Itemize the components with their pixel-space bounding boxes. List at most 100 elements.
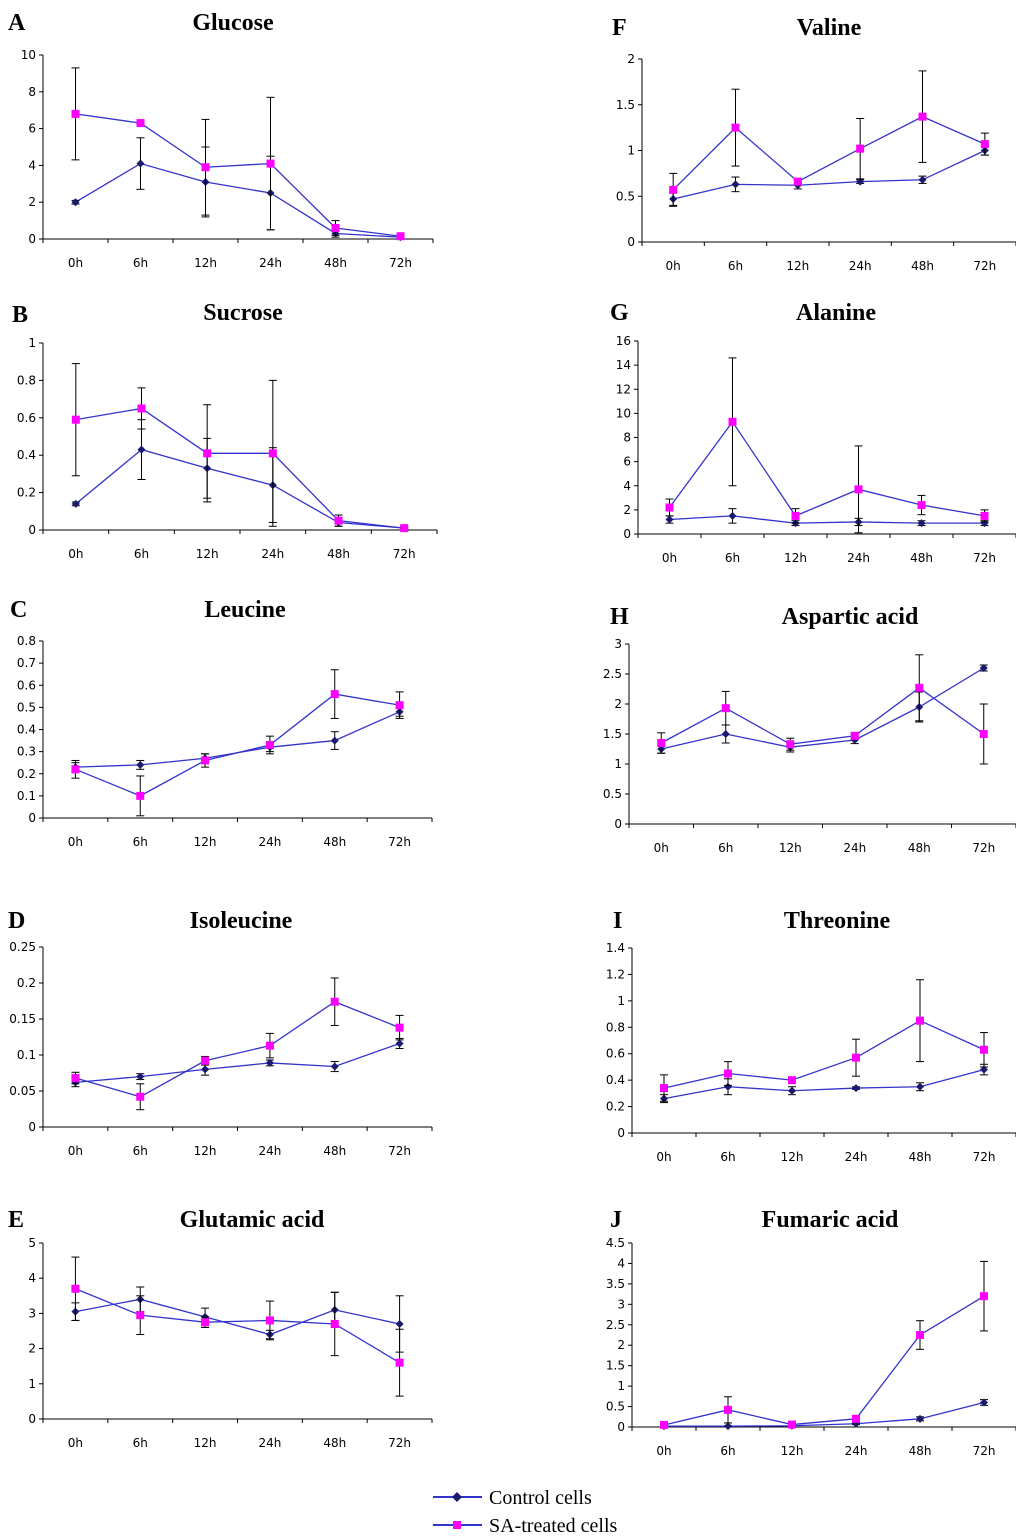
y-tick-label: 3 xyxy=(614,637,622,651)
data-point xyxy=(71,499,80,508)
data-point xyxy=(660,1420,668,1429)
data-point xyxy=(731,123,740,132)
y-tick-label: 0.6 xyxy=(606,1047,625,1061)
y-tick-label: 4 xyxy=(28,158,36,172)
data-point xyxy=(330,736,339,745)
series-line xyxy=(75,711,400,768)
y-tick-label: 0.05 xyxy=(9,1084,36,1098)
data-point xyxy=(71,415,80,424)
x-tick-label: 6h xyxy=(725,551,740,565)
legend-control-label: Control cells xyxy=(489,1487,592,1509)
y-tick-label: 4 xyxy=(28,1271,36,1285)
data-point xyxy=(395,1358,404,1367)
x-tick-label: 48h xyxy=(323,835,346,849)
x-tick-label: 12h xyxy=(781,1150,804,1164)
data-point xyxy=(136,1311,145,1320)
data-point xyxy=(265,1041,274,1050)
y-tick-label: 0.2 xyxy=(17,767,36,781)
series-line xyxy=(663,1068,985,1100)
y-tick-label: 0.5 xyxy=(616,189,635,203)
y-tick-label: 4 xyxy=(617,1256,625,1270)
x-tick-label: 48h xyxy=(324,256,347,270)
y-tick-label: 0.5 xyxy=(606,1400,625,1414)
y-tick-label: 2.5 xyxy=(603,667,622,681)
data-point xyxy=(396,232,405,241)
data-point xyxy=(915,683,924,692)
series-sa-treated xyxy=(660,979,988,1102)
y-tick-label: 1 xyxy=(614,757,622,771)
y-tick-label: 0.8 xyxy=(606,1020,625,1034)
panel-letter: B xyxy=(12,302,28,328)
x-tick-label: 48h xyxy=(323,1144,346,1158)
x-tick-label: 72h xyxy=(389,256,412,270)
y-tick-label: 2 xyxy=(623,503,631,517)
panel-letter: D xyxy=(8,908,25,934)
chart-panel-c: C Leucine 0 0.1 0.2 0.3 0.4 0.5 0.6 0.7 0.8 0h 6h 12h… xyxy=(10,597,433,849)
series-line xyxy=(75,162,401,238)
series-line xyxy=(672,115,986,191)
y-tick-label: 3 xyxy=(28,1306,36,1320)
series-line xyxy=(668,420,985,517)
data-point xyxy=(71,765,80,774)
x-tick-label: 48h xyxy=(909,1150,932,1164)
data-point xyxy=(136,1092,145,1101)
x-tick-label: 72h xyxy=(972,841,995,855)
y-tick-label: 0.1 xyxy=(17,1048,36,1062)
data-point xyxy=(395,701,404,710)
data-point xyxy=(395,1319,404,1328)
data-point xyxy=(980,1398,988,1407)
series-control xyxy=(660,1063,988,1104)
y-tick-label: 10 xyxy=(616,406,631,420)
data-point xyxy=(201,163,210,172)
y-tick-label: 4.5 xyxy=(606,1236,625,1250)
series-sa-treated xyxy=(71,977,404,1111)
x-tick-label: 24h xyxy=(258,835,281,849)
y-tick-label: 0 xyxy=(28,1412,36,1426)
y-tick-label: 5 xyxy=(28,1236,36,1250)
series-line xyxy=(661,667,985,750)
chart-panel-h: H Aspartic acid 0 0.5 1 1.5 2 2.5 3 0h 6h 12h 24h 48h… xyxy=(603,604,1016,855)
series-line xyxy=(673,149,986,200)
data-point xyxy=(136,1072,145,1081)
y-tick-label: 1 xyxy=(28,1377,36,1391)
chart-panel-d: D Isoleucine 0 0.05 0.1 0.15 0.2 0.25 0h 6h 12h 24h… xyxy=(8,908,433,1158)
y-tick-label: 3 xyxy=(617,1297,625,1311)
y-tick-label: 0.25 xyxy=(9,940,36,954)
data-point xyxy=(71,1074,80,1083)
data-point xyxy=(788,1086,796,1095)
x-tick-label: 12h xyxy=(194,1144,217,1158)
y-tick-label: 6 xyxy=(28,122,36,136)
chart-title: Alanine xyxy=(796,300,876,326)
y-tick-label: 2.5 xyxy=(606,1318,625,1332)
data-point xyxy=(334,516,343,525)
x-tick-label: 12h xyxy=(786,259,809,273)
y-tick-label: 0.2 xyxy=(17,486,36,500)
data-point xyxy=(916,1414,924,1423)
data-point xyxy=(665,515,674,524)
panel-letter: G xyxy=(610,300,629,326)
series-control xyxy=(71,419,409,533)
data-point xyxy=(979,664,988,672)
y-tick-label: 2 xyxy=(28,195,36,209)
data-point xyxy=(728,417,737,426)
y-tick-label: 0.5 xyxy=(603,787,622,801)
data-point xyxy=(980,140,989,149)
data-point xyxy=(980,1292,988,1301)
x-tick-label: 72h xyxy=(388,1436,411,1450)
data-point xyxy=(330,1062,339,1071)
series-sa-treated xyxy=(71,363,409,533)
data-point xyxy=(137,445,146,454)
data-point xyxy=(330,1319,339,1328)
data-point xyxy=(916,1016,924,1025)
series-control xyxy=(669,145,989,206)
y-tick-label: 0 xyxy=(617,1420,625,1434)
x-tick-label: 24h xyxy=(258,1144,281,1158)
x-tick-label: 0h xyxy=(666,259,681,273)
series-sa-treated xyxy=(669,70,989,207)
data-point xyxy=(268,449,277,458)
series-control xyxy=(665,508,989,528)
data-point xyxy=(918,112,927,121)
data-point xyxy=(788,1420,796,1429)
series-control xyxy=(657,664,988,754)
